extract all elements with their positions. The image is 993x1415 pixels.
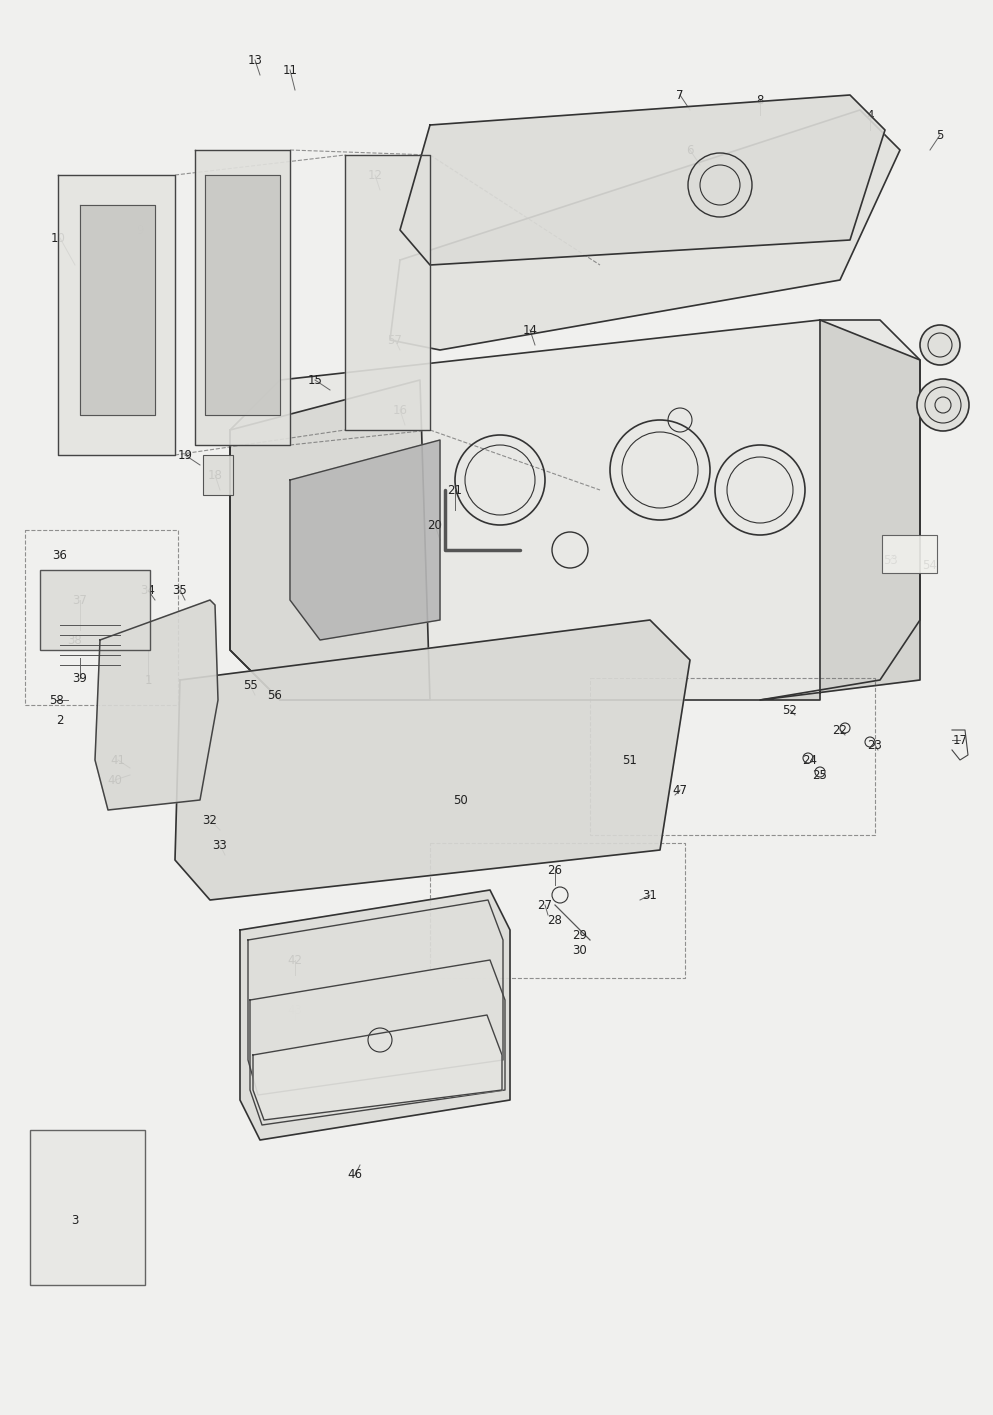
Text: 6: 6 [686,143,694,157]
Text: 21: 21 [448,484,463,497]
Text: 3: 3 [71,1214,78,1227]
Polygon shape [230,320,920,700]
Polygon shape [390,110,900,350]
Bar [203,456,233,495]
Text: 26: 26 [547,863,562,876]
Text: 18: 18 [208,468,222,481]
Text: 14: 14 [522,324,537,337]
Text: 45: 45 [288,1094,303,1107]
Bar [30,1131,145,1285]
Text: 40: 40 [107,774,122,787]
Text: 48: 48 [927,334,942,347]
Polygon shape [250,959,505,1125]
Text: 28: 28 [547,914,562,927]
Text: 55: 55 [242,679,257,692]
Text: 8: 8 [757,93,764,106]
Text: 17: 17 [952,733,967,747]
Polygon shape [95,600,218,809]
Text: 39: 39 [72,672,87,685]
Text: 51: 51 [623,754,638,767]
Polygon shape [240,890,510,1140]
Text: 50: 50 [453,794,468,807]
Text: 30: 30 [573,944,588,957]
Text: 7: 7 [676,89,684,102]
Text: 37: 37 [72,593,87,607]
Text: 31: 31 [642,889,657,901]
Text: 25: 25 [812,768,827,781]
Text: 42: 42 [288,954,303,966]
Text: 33: 33 [213,839,227,852]
Text: 16: 16 [392,403,407,416]
Text: 5: 5 [936,129,943,142]
Text: 57: 57 [387,334,402,347]
Bar [882,535,937,573]
Text: 13: 13 [247,54,262,67]
Text: 53: 53 [883,553,898,566]
Text: 29: 29 [573,928,588,941]
Text: 49: 49 [932,393,947,406]
Text: 54: 54 [922,559,937,572]
Text: 10: 10 [51,232,66,245]
Text: 27: 27 [537,899,552,911]
Text: 41: 41 [110,754,125,767]
Text: 58: 58 [49,693,64,706]
Text: 12: 12 [367,168,382,181]
Text: 19: 19 [178,449,193,461]
Text: 43: 43 [288,1003,303,1016]
Text: 34: 34 [141,583,156,597]
Text: 36: 36 [53,549,68,562]
Text: 47: 47 [672,784,687,797]
Polygon shape [80,205,155,415]
Text: 9: 9 [136,224,144,236]
Polygon shape [253,1015,502,1121]
Text: 23: 23 [868,739,883,751]
Polygon shape [58,175,175,456]
Text: 52: 52 [782,703,797,716]
Text: 2: 2 [57,713,64,726]
Polygon shape [205,175,280,415]
Text: 44: 44 [288,1054,303,1067]
Text: 32: 32 [203,814,217,826]
Polygon shape [290,440,440,640]
Text: 15: 15 [308,374,323,386]
Text: 35: 35 [173,583,188,597]
Text: 20: 20 [428,518,443,532]
Text: 22: 22 [832,723,847,736]
Polygon shape [230,381,430,700]
Polygon shape [760,320,920,700]
Text: 1: 1 [144,674,152,686]
Text: 46: 46 [348,1169,362,1182]
Circle shape [920,325,960,365]
Polygon shape [345,156,430,430]
Circle shape [917,379,969,432]
Bar [40,570,150,649]
Text: 38: 38 [68,634,82,647]
Polygon shape [175,620,690,900]
Polygon shape [400,95,885,265]
Polygon shape [195,150,290,444]
Text: 11: 11 [282,64,298,76]
Text: 56: 56 [267,689,282,702]
Text: 4: 4 [866,109,874,122]
Text: 24: 24 [802,754,817,767]
